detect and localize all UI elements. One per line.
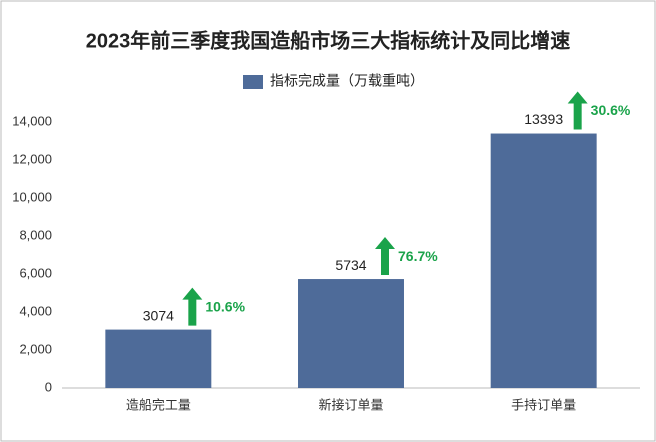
y-tick-label: 14,000 xyxy=(12,113,52,128)
y-tick-label: 6,000 xyxy=(19,265,52,280)
legend-label: 指标完成量（万载重吨） xyxy=(270,73,424,89)
y-tick-label: 12,000 xyxy=(12,151,52,166)
bar xyxy=(105,329,212,388)
growth-label: 10.6% xyxy=(205,298,245,314)
y-tick-label: 10,000 xyxy=(12,189,52,204)
growth-arrow xyxy=(375,237,395,276)
x-tick-label: 造船完工量 xyxy=(126,397,191,412)
y-tick-label: 0 xyxy=(45,379,52,394)
value-label: 5734 xyxy=(335,257,366,273)
bar xyxy=(298,279,404,388)
value-label: 13393 xyxy=(524,111,563,127)
y-tick-label: 4,000 xyxy=(19,303,52,318)
y-tick-label: 2,000 xyxy=(19,341,52,356)
bar xyxy=(490,133,597,388)
growth-label: 30.6% xyxy=(591,102,631,118)
growth-label: 76.7% xyxy=(398,248,438,264)
growth-arrow xyxy=(567,91,588,130)
growth-arrow xyxy=(182,287,203,326)
chart-title: 2023年前三季度我国造船市场三大指标统计及同比增速 xyxy=(86,28,571,52)
value-label: 3074 xyxy=(143,307,174,323)
legend-swatch xyxy=(243,75,263,89)
y-tick-label: 8,000 xyxy=(19,227,52,242)
x-tick-label: 手持订单量 xyxy=(511,397,576,412)
x-tick-label: 新接订单量 xyxy=(318,397,383,412)
